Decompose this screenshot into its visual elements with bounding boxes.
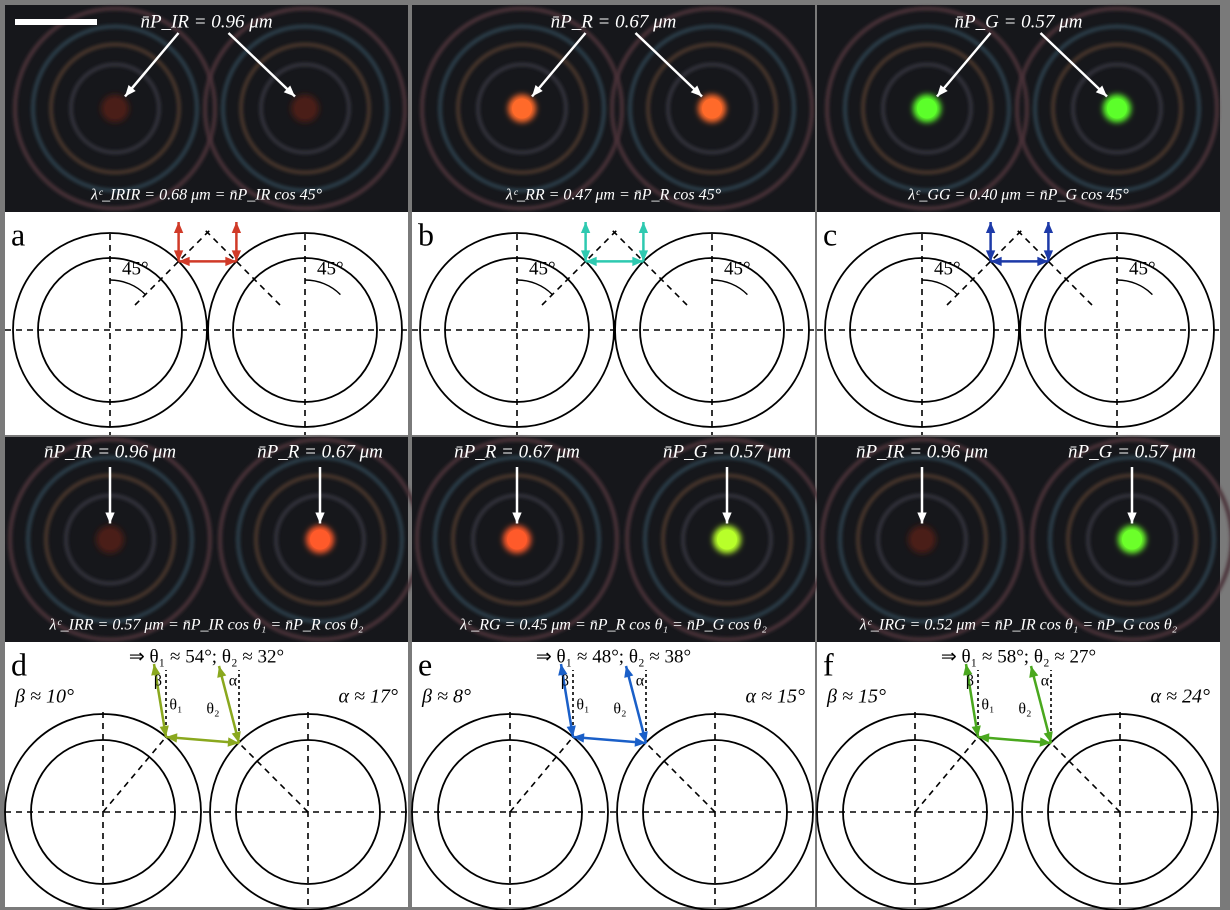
angle-label: 45° [724,258,751,279]
image-label: n̄P_IR = 0.96 μm [140,11,272,32]
angle-mark: θ₂ [1018,701,1031,718]
panel-letter: e [418,646,432,682]
image-label: n̄P_R = 0.67 μm [454,441,580,462]
equation: λᶜ_IRIR = 0.68 μm = n̄P_IR cos 45° [90,187,323,204]
spot [105,99,125,119]
equation: λᶜ_RR = 0.47 μm = n̄P_R cos 45° [505,187,722,204]
diagram: e ⇒ θ₁ ≈ 48°; θ₂ ≈ 38° β ≈ 8° α ≈ 15° β θ₁ θ₂ α [412,642,815,910]
equation: λᶜ_IRR = 0.57 μm = n̄P_IR cos θ₁ = n̄P_R… [49,617,364,634]
angle-mark: β [154,673,162,690]
spot [717,530,737,550]
angle-label: 45° [317,258,344,279]
spot [512,99,532,119]
panel-letter: a [11,216,25,252]
alpha-value: α ≈ 15° [746,686,805,708]
spot [917,99,937,119]
spot [1107,99,1127,119]
diagram-background [5,642,408,907]
micrograph: n̄P_G = 0.57 μm λᶜ_GG = 0.40 μm = n̄P_G c… [817,5,1220,212]
result: ⇒ θ₁ ≈ 58°; θ₂ ≈ 27° [941,646,1096,667]
spot [507,530,527,550]
diagram: c 45° 45° [817,212,1220,435]
image-label: n̄P_IR = 0.96 μm [44,441,176,462]
image-label: n̄P_G = 0.57 μm [1068,441,1196,462]
angle-mark: θ₂ [206,701,219,718]
equation: λᶜ_RG = 0.45 μm = n̄P_R cos θ₁ = n̄P_G c… [459,617,767,634]
angle-mark: α [1041,673,1050,690]
micrograph: n̄P_R = 0.67 μm λᶜ_RR = 0.47 μm = n̄P_R c… [412,5,815,212]
spot [100,530,120,550]
alpha-value: α ≈ 24° [1151,686,1210,708]
alpha-value: α ≈ 17° [339,686,398,708]
result: ⇒ θ₁ ≈ 54°; θ₂ ≈ 32° [129,646,284,667]
result: ⇒ θ₁ ≈ 48°; θ₂ ≈ 38° [536,646,691,667]
angle-mark: β [561,673,569,690]
panel-letter: c [823,216,837,252]
angle-mark: θ₁ [576,697,589,714]
equation: λᶜ_GG = 0.40 μm = n̄P_G cos 45° [907,187,1129,204]
image-label: n̄P_G = 0.57 μm [955,11,1083,32]
panel-letter: f [823,646,834,682]
diagram-background [412,642,815,907]
image-label: n̄P_R = 0.67 μm [257,441,383,462]
angle-mark: β [966,673,974,690]
panel-letter: b [418,216,434,252]
spot [912,530,932,550]
image-label: n̄P_IR = 0.96 μm [856,441,988,462]
angle-mark: θ₁ [169,697,182,714]
angle-mark: α [636,673,645,690]
micrograph: n̄P_IR = 0.96 μm n̄P_G = 0.57 μm λᶜ_IRG = … [817,437,1230,642]
angle-mark: α [229,673,238,690]
angle-label: 45° [1129,258,1156,279]
angle-mark: θ₁ [981,697,994,714]
spot [1122,530,1142,550]
scale-bar [15,19,97,25]
diagram-background [817,642,1220,907]
diagram: f ⇒ θ₁ ≈ 58°; θ₂ ≈ 27° β ≈ 15° α ≈ 24° β θ₁ θ₂… [817,642,1220,910]
diagram: d ⇒ θ₁ ≈ 54°; θ₂ ≈ 32° β ≈ 10° α ≈ 17° β θ₁ θ₂… [5,642,408,910]
image-label: n̄P_R = 0.67 μm [551,11,677,32]
beta-value: β ≈ 8° [421,686,471,708]
diagram: a 45° 45° [5,212,408,435]
beta-value: β ≈ 15° [826,686,886,708]
micrograph: n̄P_R = 0.67 μm n̄P_G = 0.57 μm λᶜ_RG = 0.… [412,437,827,642]
equation: λᶜ_IRG = 0.52 μm = n̄P_IR cos θ₁ = n̄P_G… [859,617,1178,634]
micrograph: n̄P_IR = 0.96 μm n̄P_R = 0.67 μm λᶜ_IRR = … [5,437,420,642]
angle-label: 45° [529,258,556,279]
spot [702,99,722,119]
image-label: n̄P_G = 0.57 μm [663,441,791,462]
figure: n̄P_IR = 0.96 μm λᶜ_IRIR = 0.68 μm = n̄P_… [0,0,1230,910]
beta-value: β ≈ 10° [14,686,74,708]
angle-label: 45° [122,258,149,279]
spot [295,99,315,119]
spot [310,530,330,550]
angle-mark: θ₂ [613,701,626,718]
angle-label: 45° [934,258,961,279]
micrograph: n̄P_IR = 0.96 μm λᶜ_IRIR = 0.68 μm = n̄P_… [5,5,408,212]
diagram: b 45° 45° [412,212,815,435]
panel-letter: d [11,646,27,682]
